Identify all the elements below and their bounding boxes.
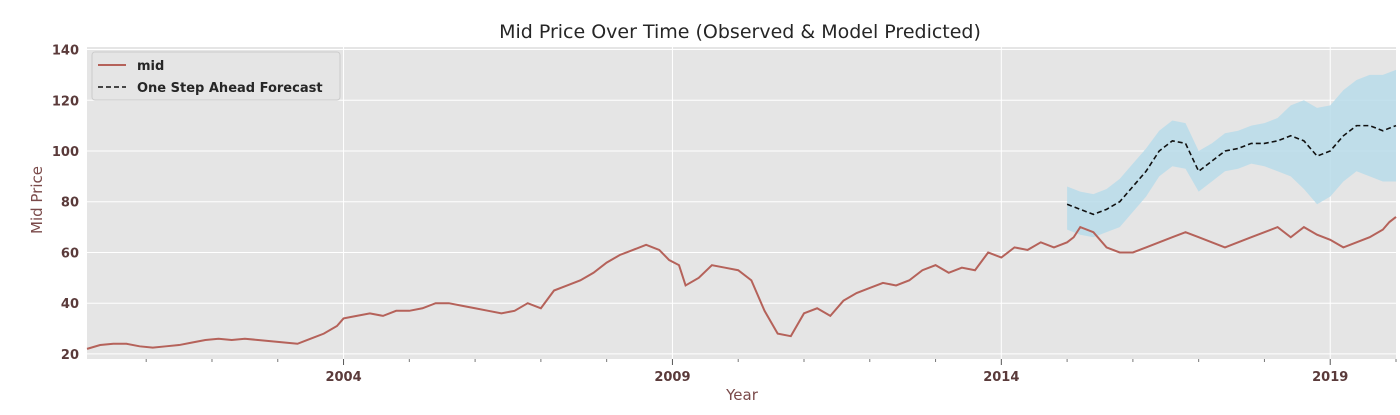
y-tick-label: 120 [52, 94, 79, 109]
series-line-mid [86, 216, 1397, 350]
x-axis-label: Year [725, 386, 759, 404]
legend-mid-label: mid [137, 59, 164, 74]
legend-forecast-label: One Step Ahead Forecast [137, 81, 323, 96]
x-tick-label: 2019 [1312, 370, 1348, 385]
y-tick-label: 20 [61, 348, 79, 363]
legend: mid One Step Ahead Forecast [91, 51, 341, 101]
forecast-confidence-band [1067, 69, 1396, 238]
x-tick-label: 2009 [654, 370, 690, 385]
x-tick-label: 2014 [983, 370, 1019, 385]
legend-box [91, 51, 341, 101]
series-line-forecast [1066, 124, 1397, 216]
y-axis-ticks: 20 40 60 80 100 120 140 [52, 44, 79, 363]
x-axis-ticks: 2004 2009 2014 2019 [145, 359, 1397, 385]
y-tick-label: 80 [61, 196, 79, 211]
gridlines [87, 47, 1396, 359]
y-tick-label: 140 [52, 44, 79, 59]
y-tick-label: 40 [61, 297, 79, 312]
y-tick-label: 60 [61, 246, 79, 261]
series-lines [86, 124, 1397, 350]
chart-title: Mid Price Over Time (Observed & Model Pr… [499, 21, 981, 43]
y-tick-label: 100 [52, 145, 79, 160]
confidence-band [1067, 69, 1396, 238]
y-axis-label: Mid Price [28, 166, 46, 234]
x-tick-label: 2004 [325, 370, 361, 385]
